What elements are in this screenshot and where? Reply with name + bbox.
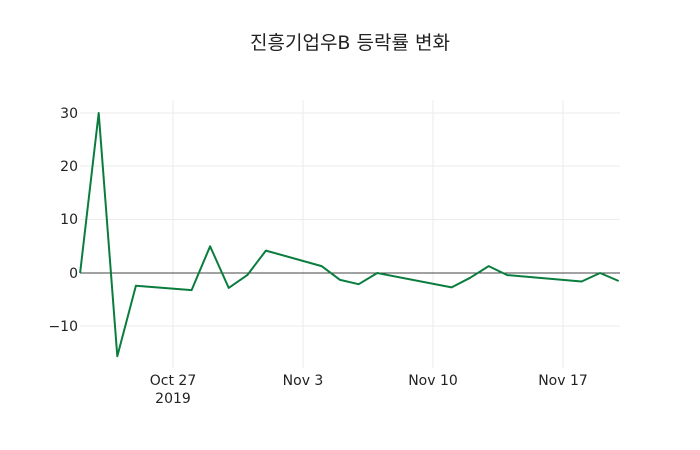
xtick-oct27: Oct 27 [150,373,196,389]
xtick-year: 2019 [155,391,191,407]
ytick-0: 0 [69,266,78,282]
chart-title: 진흥기업우B 등락률 변화 [250,32,450,54]
y-axis-ticks: 30 20 10 0 −10 [48,106,78,335]
ytick-20: 20 [60,159,78,175]
xtick-nov3: Nov 3 [283,373,324,389]
gridlines [80,100,620,368]
ytick-minus10: −10 [48,319,78,335]
xtick-nov10: Nov 10 [408,373,458,389]
x-axis-ticks: Oct 27 2019 Nov 3 Nov 10 Nov 17 [150,373,588,407]
series-line [79,112,620,358]
ytick-10: 10 [60,212,78,228]
ytick-30: 30 [60,106,78,122]
xtick-nov17: Nov 17 [538,373,588,389]
